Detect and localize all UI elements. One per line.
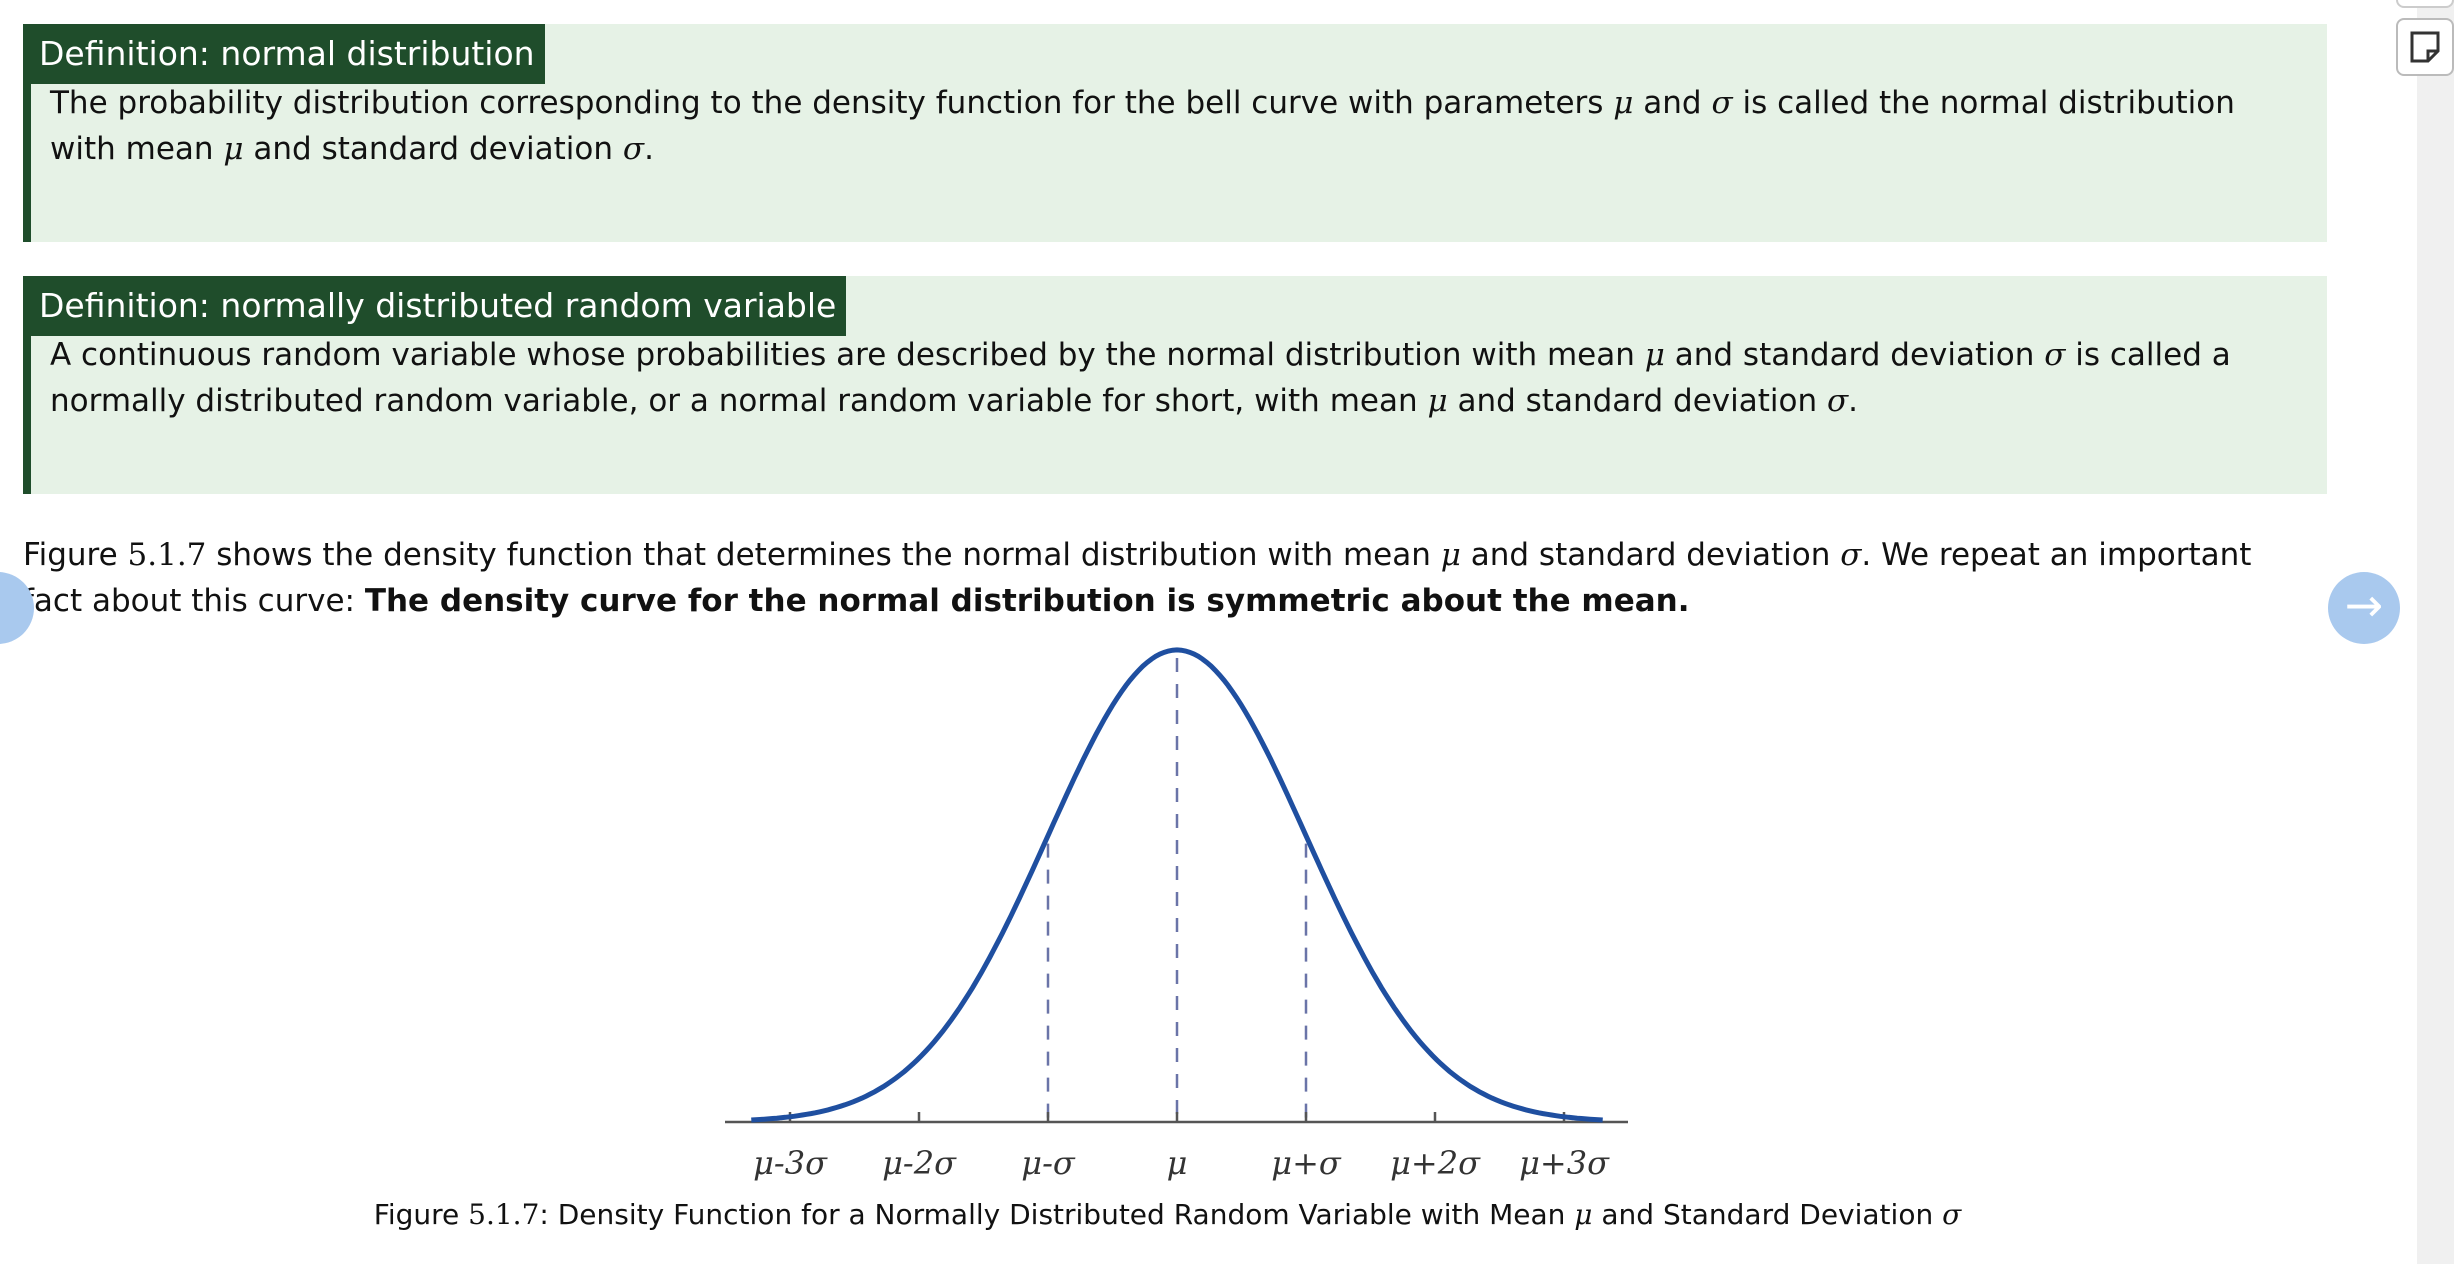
paragraph-text: and standard deviation	[1460, 537, 1841, 573]
caption-text: : Density Function for a Normally Distri…	[539, 1198, 1575, 1231]
definition-title: Definition: normal distribution	[31, 24, 545, 84]
definition-text: The probability distribution correspondi…	[50, 85, 1614, 121]
definition-text: and	[1633, 85, 1712, 121]
x-tick-labels: μ-3σ μ-2σ μ-σ μ μ+σ μ+2σ μ+3σ	[753, 1144, 1610, 1182]
definition-text: and standard deviation	[243, 131, 623, 167]
definition-box-normal-distribution: Definition: normal distribution The prob…	[23, 24, 2327, 242]
main-content: Definition: normal distribution The prob…	[0, 24, 2335, 1235]
next-page-button[interactable]: →	[2328, 572, 2400, 644]
x-tick-label: μ+3σ	[1519, 1144, 1610, 1182]
sigma-symbol: σ	[2044, 337, 2066, 373]
definition-text: .	[644, 131, 654, 167]
paragraph-text: . We repeat an important fact about this…	[23, 537, 2252, 619]
x-tick-label: μ-σ	[1021, 1144, 1076, 1182]
sigma-symbol: σ	[1711, 85, 1733, 121]
x-tick-label: μ+σ	[1271, 1144, 1342, 1182]
mu-symbol: μ	[1427, 383, 1448, 419]
x-tick-label: μ+2σ	[1390, 1144, 1481, 1182]
paragraph-text: Figure	[23, 537, 128, 573]
caption-text: Figure	[373, 1198, 469, 1231]
definition-box-normal-random-variable: Definition: normally distributed random …	[23, 276, 2327, 494]
body-paragraph: Figure 5.1.7 shows the density function …	[23, 532, 2313, 624]
sigma-symbol: σ	[1826, 383, 1849, 419]
sigma-symbol: σ	[1840, 537, 1862, 573]
figure-caption: Figure 5.1.7: Density Function for a Nor…	[0, 1195, 2335, 1235]
definition-body: A continuous random variable whose proba…	[50, 332, 2297, 424]
normal-density-chart: μ-3σ μ-2σ μ-σ μ μ+σ μ+2σ μ+3σ	[725, 647, 1628, 1182]
figure-link[interactable]: 5.1.7	[127, 537, 207, 573]
definition-body: The probability distribution correspondi…	[50, 80, 2297, 172]
caption-fig-number: 5.1.7	[468, 1198, 540, 1231]
sigma-symbol: σ	[622, 131, 645, 167]
arrow-right-icon: →	[2344, 578, 2384, 632]
x-tick-label: μ-3σ	[753, 1144, 828, 1182]
scrollbar[interactable]	[2417, 0, 2454, 1264]
definition-text: and standard deviation	[1447, 383, 1827, 419]
definition-text: is called a normally distributed random …	[50, 337, 2231, 419]
x-tick-label: μ-2σ	[882, 1144, 957, 1182]
toolbar-button[interactable]	[2396, 0, 2454, 8]
annotation-button[interactable]	[2396, 18, 2454, 76]
definition-text: .	[1848, 383, 1858, 419]
density-curve	[751, 647, 1603, 1123]
mu-symbol: μ	[1644, 337, 1665, 373]
bold-fact: The density curve for the normal distrib…	[364, 583, 1690, 619]
definition-text: and standard deviation	[1664, 337, 2045, 373]
mu-symbol: μ	[1613, 85, 1634, 121]
mu-symbol: μ	[1440, 537, 1461, 573]
definition-text: is called the normal distribution with m…	[50, 85, 2235, 167]
paragraph-text: shows the density function that determin…	[206, 537, 1441, 573]
mu-symbol: μ	[223, 131, 244, 167]
dashed-lines	[1046, 657, 1308, 1122]
sigma-symbol: σ	[1942, 1198, 1962, 1231]
definition-title: Definition: normally distributed random …	[31, 276, 847, 336]
mu-symbol: μ	[1574, 1198, 1593, 1231]
note-icon	[2410, 31, 2440, 63]
x-ticks	[788, 1112, 1566, 1122]
definition-text: A continuous random variable whose proba…	[50, 337, 1645, 373]
x-tick-label: μ	[1167, 1144, 1188, 1182]
caption-text: and Standard Deviation	[1592, 1198, 1943, 1231]
